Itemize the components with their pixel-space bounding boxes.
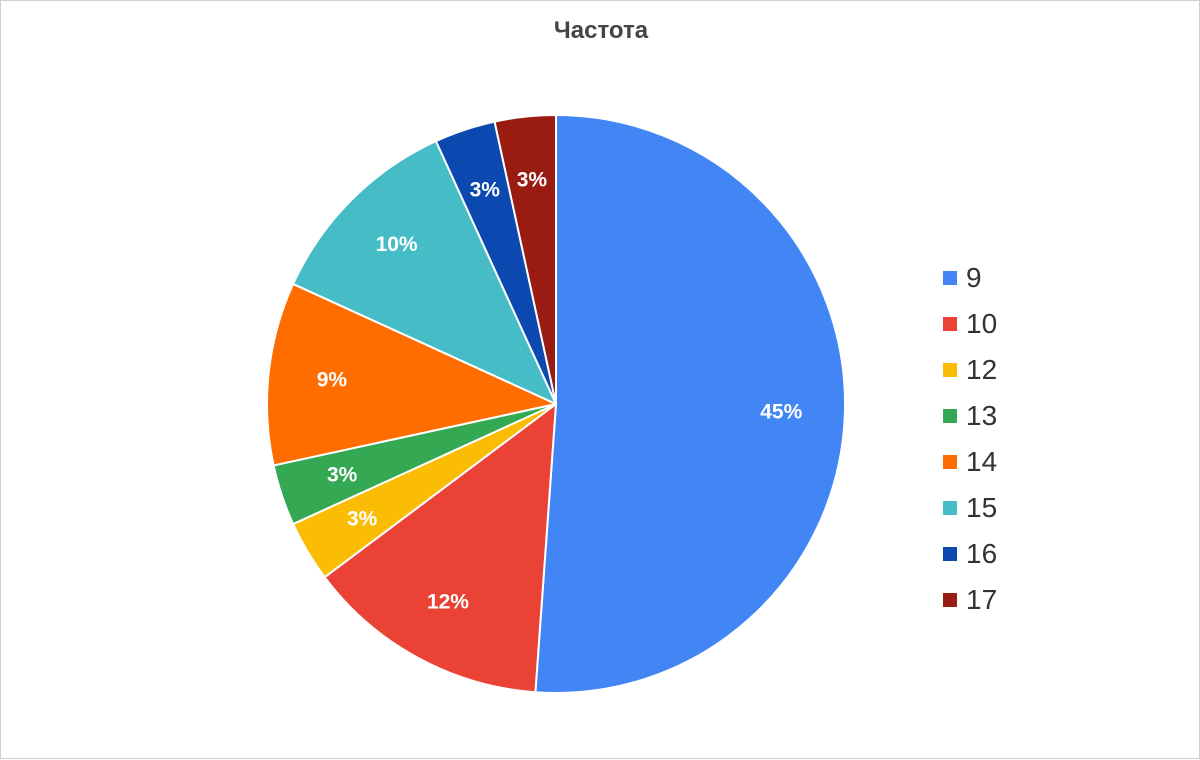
chart-title: Частота bbox=[553, 17, 649, 44]
pie-slices bbox=[266, 114, 847, 694]
legend-label: 17 bbox=[966, 584, 998, 615]
legend-item-16: 16 bbox=[943, 531, 997, 577]
legend: 9 10 12 13 14 15 16 17 bbox=[943, 255, 997, 623]
legend-item-14: 14 bbox=[943, 439, 997, 485]
pie-slice-17 bbox=[493, 114, 557, 405]
slice-label-15: 10% bbox=[376, 233, 418, 256]
legend-item-10: 10 bbox=[943, 301, 997, 347]
pie-slice-15 bbox=[292, 140, 557, 405]
legend-swatch bbox=[943, 363, 957, 377]
slice-label-16: 3% bbox=[470, 179, 501, 202]
legend-label: 14 bbox=[966, 446, 998, 477]
legend-swatch bbox=[943, 547, 957, 561]
pie-slice-10 bbox=[323, 403, 557, 694]
legend-item-13: 13 bbox=[943, 393, 997, 439]
legend-label: 13 bbox=[966, 400, 998, 431]
legend-label: 10 bbox=[966, 308, 998, 339]
legend-item-17: 17 bbox=[943, 577, 997, 623]
slice-label-12: 3% bbox=[347, 508, 378, 531]
slice-label-10: 12% bbox=[427, 590, 469, 613]
legend-label: 15 bbox=[966, 492, 998, 523]
legend-swatch bbox=[943, 409, 957, 423]
legend-label: 12 bbox=[966, 354, 998, 385]
legend-item-15: 15 bbox=[943, 485, 997, 531]
slice-label-14: 9% bbox=[317, 368, 348, 391]
legend-swatch bbox=[943, 455, 957, 469]
slice-label-17: 3% bbox=[517, 168, 548, 191]
pie-slice-9 bbox=[534, 114, 847, 694]
legend-swatch bbox=[943, 501, 957, 515]
slice-label-13: 3% bbox=[327, 464, 358, 487]
pie-labels: 45% 12% 3% 3% 9% 10% 3% 3% bbox=[317, 168, 803, 613]
legend-swatch bbox=[943, 317, 957, 331]
legend-item-9: 9 bbox=[943, 255, 997, 301]
legend-item-12: 12 bbox=[943, 347, 997, 393]
legend-label: 9 bbox=[966, 262, 982, 293]
slice-label-9: 45% bbox=[760, 401, 802, 424]
legend-label: 16 bbox=[966, 538, 998, 569]
legend-swatch bbox=[943, 271, 957, 285]
legend-swatch bbox=[943, 593, 957, 607]
pie-slice-14 bbox=[266, 282, 557, 467]
